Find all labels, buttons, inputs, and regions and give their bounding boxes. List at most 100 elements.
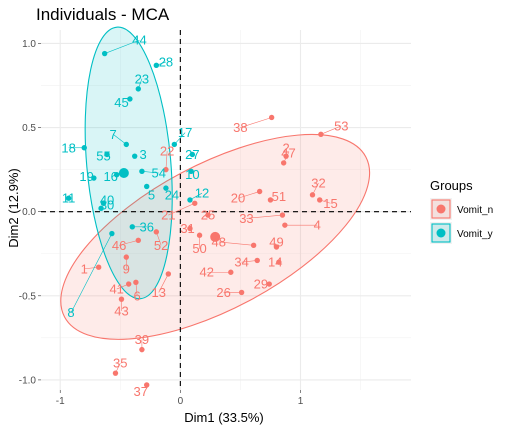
point-label: 15 <box>323 196 337 211</box>
point-Vomit_n <box>112 370 119 376</box>
point-Vomit_y <box>163 185 169 191</box>
point-Vomit_n <box>123 254 129 260</box>
x-tick-label: 0 <box>178 396 184 407</box>
point-Vomit_n <box>317 197 323 203</box>
point-Vomit_y <box>132 153 138 159</box>
point-label: 41 <box>109 282 123 297</box>
point-label: 6 <box>133 288 140 303</box>
point-Vomit_n <box>279 212 286 218</box>
legend-key-point <box>436 204 446 214</box>
point-Vomit_y <box>100 200 107 206</box>
point-label: 37 <box>133 384 147 399</box>
point-Vomit_y <box>104 151 110 158</box>
point-Vomit_n <box>165 271 172 277</box>
y-tick-label: 1.0 <box>22 39 36 50</box>
point-label: 19 <box>79 169 93 184</box>
point-label: 53 <box>334 118 348 133</box>
point-Vomit_y <box>123 141 129 148</box>
point-label: 28 <box>159 54 173 69</box>
point-label: 47 <box>281 145 295 160</box>
point-Vomit_n <box>276 259 282 265</box>
point-label: 40 <box>100 192 114 207</box>
y-tick-label: 0.0 <box>22 207 36 218</box>
point-label: 33 <box>239 211 253 226</box>
point-Vomit_n <box>283 153 289 159</box>
y-tick-label: 0.5 <box>22 123 36 134</box>
point-Vomit_y <box>127 96 133 102</box>
point-Vomit_n <box>309 192 316 198</box>
point-label: 27 <box>185 147 199 162</box>
label-segment <box>165 151 168 170</box>
point-Vomit_y <box>144 183 150 190</box>
point-label: 21 <box>161 208 175 223</box>
label-segment <box>237 191 260 199</box>
centroid-Vomit_y <box>118 167 129 178</box>
point-label: 54 <box>151 165 165 180</box>
label-segment <box>246 214 283 219</box>
point-Vomit_n <box>228 269 234 275</box>
y-tick-label: -0.5 <box>19 291 37 302</box>
point-Vomit_n <box>95 264 102 270</box>
legend-label: Vomit_n <box>457 205 493 216</box>
legend-title: Groups <box>430 178 473 193</box>
point-label: 13 <box>151 285 165 300</box>
point-Vomit_n <box>238 289 245 296</box>
x-axis-title: Dim1 (33.5%) <box>184 410 263 425</box>
point-label: 3 <box>139 147 146 162</box>
legend-key-point <box>436 228 446 238</box>
point-label: 17 <box>178 125 192 140</box>
point-label: 51 <box>272 189 286 204</box>
point-label: 11 <box>62 191 76 206</box>
point-Vomit_n <box>266 281 272 287</box>
point-Vomit_y <box>65 195 72 201</box>
point-label: 23 <box>135 71 149 86</box>
point-label: 43 <box>114 303 128 318</box>
point-Vomit_y <box>188 168 194 175</box>
point-label: 30 <box>100 197 114 212</box>
point-Vomit_n <box>280 160 287 166</box>
point-Vomit_n <box>163 166 169 173</box>
point-Vomit_y <box>98 205 104 212</box>
point-Vomit_y <box>189 151 196 158</box>
label-segment <box>112 134 127 145</box>
point-label: 34 <box>234 255 248 270</box>
point-Vomit_n <box>153 229 160 235</box>
point-Vomit_n <box>144 382 150 388</box>
point-label: 4 <box>314 218 321 233</box>
label-segment <box>141 171 159 174</box>
point-Vomit_n <box>196 232 203 238</box>
point-label: 55 <box>96 149 110 164</box>
point-Vomit_n <box>135 237 142 243</box>
point-Vomit_n <box>205 212 211 218</box>
x-axis-ticks: -1 0 1 <box>56 390 304 407</box>
point-Vomit_n <box>268 114 275 121</box>
point-label: 44 <box>132 33 146 48</box>
point-Vomit_n <box>318 131 324 137</box>
legend-label: Vomit_y <box>457 229 493 240</box>
point-Vomit_n <box>273 244 280 250</box>
label-segment <box>119 239 139 246</box>
point-Vomit_y <box>171 141 178 148</box>
point-Vomit_n <box>250 242 257 249</box>
point-Vomit_n <box>187 225 193 232</box>
point-label: 39 <box>135 332 149 347</box>
point-label: 31 <box>180 221 194 236</box>
point-label: 16 <box>103 169 117 184</box>
x-tick-label: -1 <box>56 396 65 407</box>
point-label: 5 <box>148 187 155 202</box>
point-Vomit_n <box>267 197 274 203</box>
point-label: 50 <box>192 241 206 256</box>
data-points <box>65 50 324 388</box>
point-Vomit_y <box>129 224 135 230</box>
y-axis-ticks: -1.0 -0.5 0.0 0.5 1.0 <box>19 39 41 386</box>
point-label: 46 <box>112 238 126 253</box>
point-Vomit_n <box>256 188 263 195</box>
point-label: 20 <box>231 191 245 206</box>
point-Vomit_n <box>192 200 198 206</box>
point-label: 45 <box>114 95 128 110</box>
point-label: 22 <box>160 144 174 159</box>
y-axis-title: Dim2 (12.9%) <box>6 168 21 247</box>
label-segment <box>70 233 113 313</box>
point-label: 14 <box>268 255 282 270</box>
